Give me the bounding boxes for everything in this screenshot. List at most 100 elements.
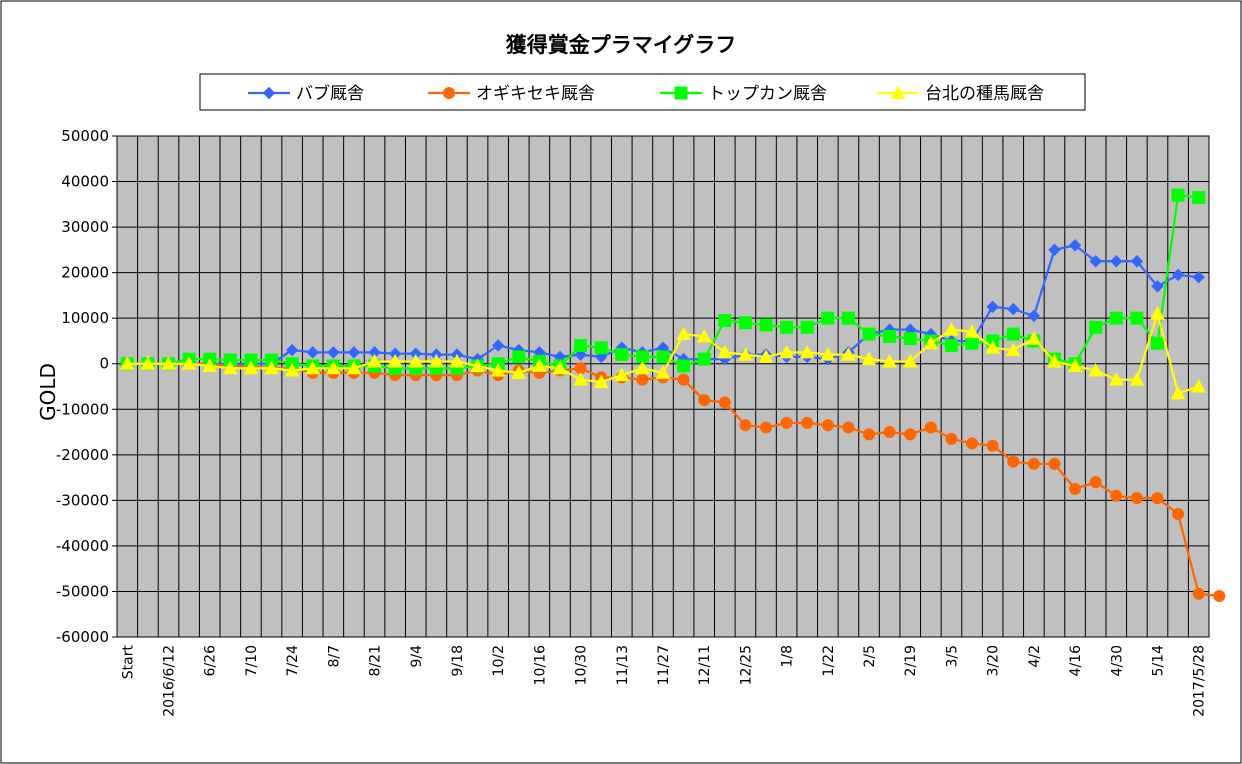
data-point [1068, 239, 1082, 252]
data-point [1129, 372, 1145, 386]
data-point [1048, 457, 1061, 470]
data-point [863, 428, 876, 441]
series-4 [119, 306, 1207, 400]
legend-label: 台北の種馬厩舎 [925, 84, 1044, 104]
data-point [986, 439, 999, 452]
x-tick-label: 3/5 [944, 645, 960, 668]
y-tick-label: 0 [99, 355, 109, 373]
data-point [841, 347, 856, 361]
data-point [1026, 331, 1042, 345]
x-tick-label: 2017/5/28 [1192, 645, 1208, 717]
data-point [305, 360, 321, 375]
y-tick-label: -20000 [56, 446, 109, 464]
y-tick-label: -40000 [56, 537, 109, 555]
data-point [758, 349, 774, 363]
data-point [882, 353, 897, 368]
data-point [718, 396, 731, 409]
x-tick-label: 4/2 [1027, 645, 1043, 668]
data-point [594, 341, 608, 355]
data-point [346, 360, 362, 375]
x-tick-label: 12/11 [697, 645, 713, 685]
data-point [408, 353, 424, 368]
y-tick-label: 10000 [61, 309, 109, 327]
data-point [181, 356, 197, 370]
data-point [1192, 587, 1205, 600]
data-point [698, 394, 711, 407]
data-point [552, 360, 568, 375]
data-point [1171, 188, 1185, 202]
y-axis-label: GOLD [36, 363, 60, 421]
data-point [1151, 280, 1164, 293]
y-tick-label: -50000 [56, 582, 109, 600]
data-point [443, 87, 455, 99]
data-point [1089, 255, 1102, 268]
data-point [718, 313, 732, 327]
data-point [367, 353, 382, 368]
data-point [1089, 476, 1102, 489]
x-tick-label: 3/20 [986, 645, 1002, 676]
data-point [1005, 342, 1021, 357]
y-tick-label: -60000 [56, 628, 109, 646]
legend-item: バブ厩舎 [248, 83, 364, 104]
data-point [1150, 336, 1164, 350]
x-tick-label: 8/7 [326, 645, 342, 668]
data-point [119, 356, 135, 370]
x-tick-label: 11/27 [656, 645, 672, 685]
data-point [986, 300, 999, 314]
data-point [491, 339, 505, 352]
data-point [1089, 320, 1103, 334]
data-point [677, 359, 691, 373]
vertical-gridlines [137, 136, 1189, 637]
data-point [966, 437, 979, 450]
data-point [862, 327, 876, 341]
y-tick-label: -30000 [56, 491, 109, 509]
legend-box [199, 73, 1086, 111]
legend-item: 台北の種馬厩舎 [877, 84, 1044, 104]
data-point [697, 352, 711, 366]
data-point [717, 344, 733, 359]
data-point [676, 326, 691, 341]
data-point [327, 346, 340, 359]
data-point [821, 311, 835, 325]
data-point [760, 421, 773, 434]
data-point [1191, 378, 1207, 393]
y-tick-label: 30000 [61, 218, 109, 236]
data-point [738, 347, 753, 361]
data-point [1192, 270, 1205, 284]
data-point [861, 351, 877, 366]
data-point [1088, 363, 1104, 377]
data-point [429, 353, 444, 368]
x-tick-label: 9/18 [450, 645, 466, 676]
data-point [1170, 385, 1186, 400]
data-point [841, 311, 855, 325]
data-point [593, 374, 609, 388]
data-point [285, 343, 299, 357]
data-point [801, 416, 814, 429]
data-point [821, 419, 834, 432]
x-tick-label: 11/13 [615, 645, 631, 685]
y-tick-label: 40000 [61, 173, 109, 191]
data-point [1150, 306, 1165, 320]
data-point [965, 336, 979, 350]
data-point [1007, 455, 1020, 468]
data-point [243, 360, 259, 375]
data-point [636, 373, 649, 386]
data-point [1110, 489, 1123, 502]
y-tick-label: -10000 [56, 400, 109, 418]
data-point [677, 373, 690, 386]
data-point [1110, 255, 1123, 268]
data-point [944, 339, 958, 353]
data-point [511, 365, 527, 379]
data-point [262, 86, 276, 100]
data-point [490, 363, 506, 377]
x-tick-label: 9/4 [409, 645, 425, 668]
data-point [615, 348, 629, 362]
data-point [902, 353, 918, 368]
data-point [944, 322, 959, 336]
horizontal-gridlines [117, 135, 1209, 638]
x-tick-label: 2/5 [862, 645, 878, 668]
y-tick-label: 20000 [61, 264, 109, 282]
x-axis-tick-labels: Start 2016/6/12 6/26 7/10 7/24 8/7 8/21 9/4 9/18… [120, 644, 1207, 716]
legend-label: トップカン厩舎 [708, 84, 827, 104]
